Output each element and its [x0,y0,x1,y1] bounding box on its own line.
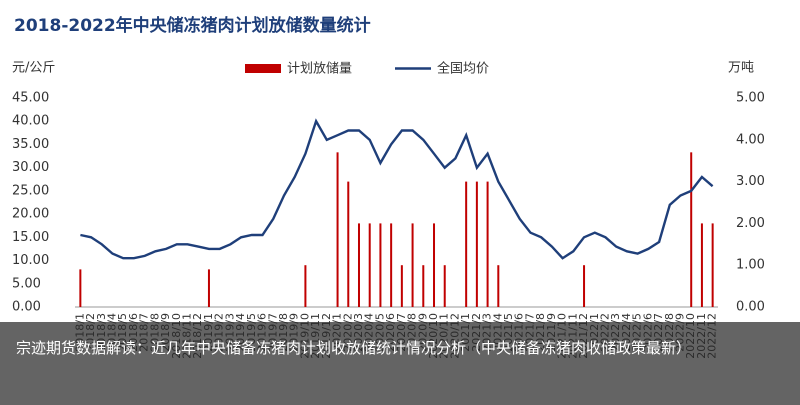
bar [304,265,307,307]
chart-title: 2018-2022年中央储冻猪肉计划放储数量统计 [14,15,371,36]
y-tick-label: 30.00 [12,160,49,175]
y-tick-label: 10.00 [12,253,49,268]
y2-tick-label: 0.00 [736,300,765,315]
bar [433,223,436,307]
bar [486,181,489,307]
bar [368,223,371,307]
y-tick-label: 45.00 [12,91,49,106]
y2-tick-label: 3.00 [736,174,765,189]
bar [79,269,82,307]
y-tick-label: 35.00 [12,137,49,152]
bar [497,265,500,307]
bar [336,152,339,307]
legend-label: 全国均价 [437,61,489,77]
bar [690,152,693,307]
y-tick-label: 0.00 [12,300,41,315]
y2-axis-label: 万吨 [728,61,754,76]
bar [379,223,382,307]
bar [411,223,414,307]
legend-label: 计划放储量 [287,62,352,77]
bar [390,223,393,307]
bar [711,223,714,307]
bar [422,265,425,307]
bar [400,265,403,307]
bar [443,265,446,307]
y-tick-label: 20.00 [12,207,49,222]
bar [207,269,210,307]
y2-tick-label: 5.00 [736,91,765,106]
y-tick-label: 15.00 [12,230,49,245]
y2-tick-label: 2.00 [736,216,765,231]
y-tick-label: 25.00 [12,183,49,198]
y-tick-label: 5.00 [12,276,41,291]
legend-swatch [245,64,281,73]
y-axis-label: 元/公斤 [12,61,55,76]
bar [475,181,478,307]
bar [700,223,703,307]
caption: 宗迹期货数据解读：近几年中央储备冻猪肉计划收放储统计情况分析（中央储备冻猪肉收储… [0,322,800,405]
price-line [80,118,714,260]
y-tick-label: 40.00 [12,114,49,129]
bar [465,181,468,307]
y2-tick-label: 1.00 [736,258,765,273]
y2-tick-label: 4.00 [736,132,765,147]
bar [357,223,360,307]
bar [347,181,350,307]
bar [583,265,586,307]
